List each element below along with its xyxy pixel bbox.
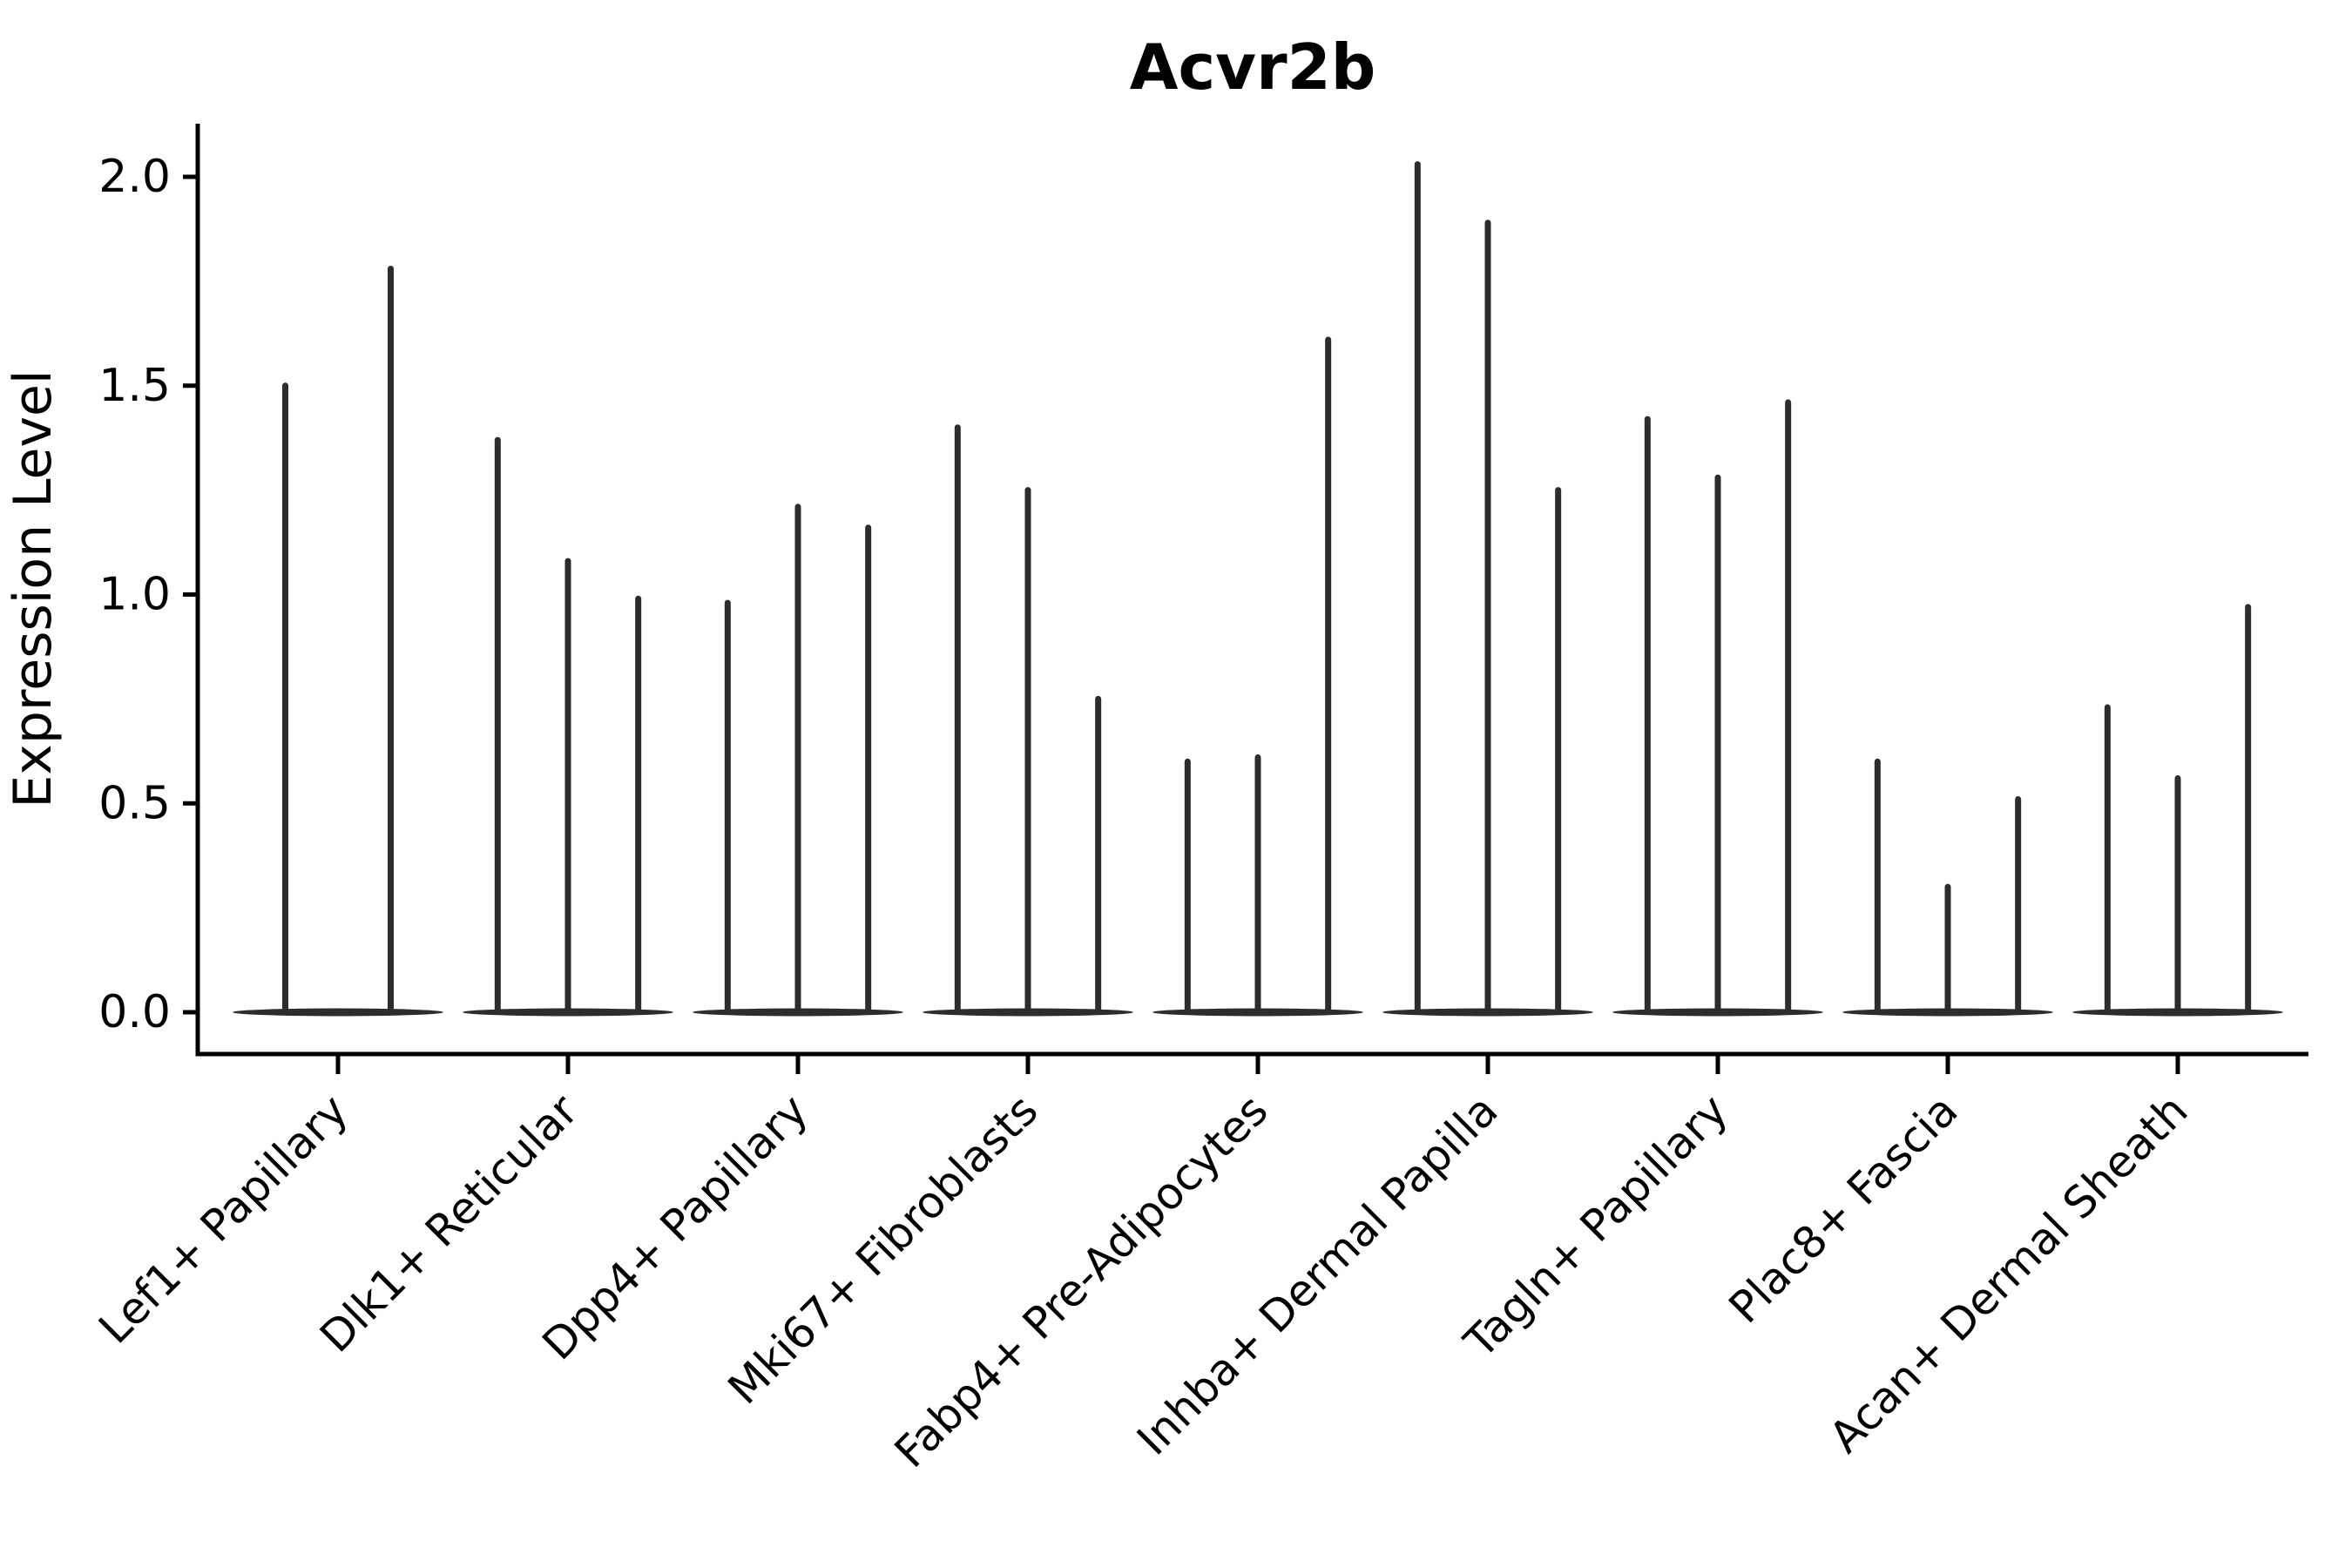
x-tick-label: Plac8+ Fascia: [1720, 1085, 1968, 1333]
violin-base: [233, 1008, 443, 1017]
y-tick-label: 0.0: [98, 986, 171, 1038]
y-tick-label: 0.5: [98, 777, 171, 829]
y-tick-label: 1.0: [98, 569, 171, 621]
y-tick-label: 1.5: [98, 360, 171, 412]
x-tick-label: Fabp4+ Pre-Adipocytes: [885, 1085, 1278, 1477]
y-tick-label: 2.0: [98, 151, 171, 203]
chart-title: Acvr2b: [1130, 30, 1375, 104]
x-tick-label: Lef1+ Papillary: [89, 1085, 357, 1353]
y-axis-label: Expression Level: [3, 369, 64, 808]
